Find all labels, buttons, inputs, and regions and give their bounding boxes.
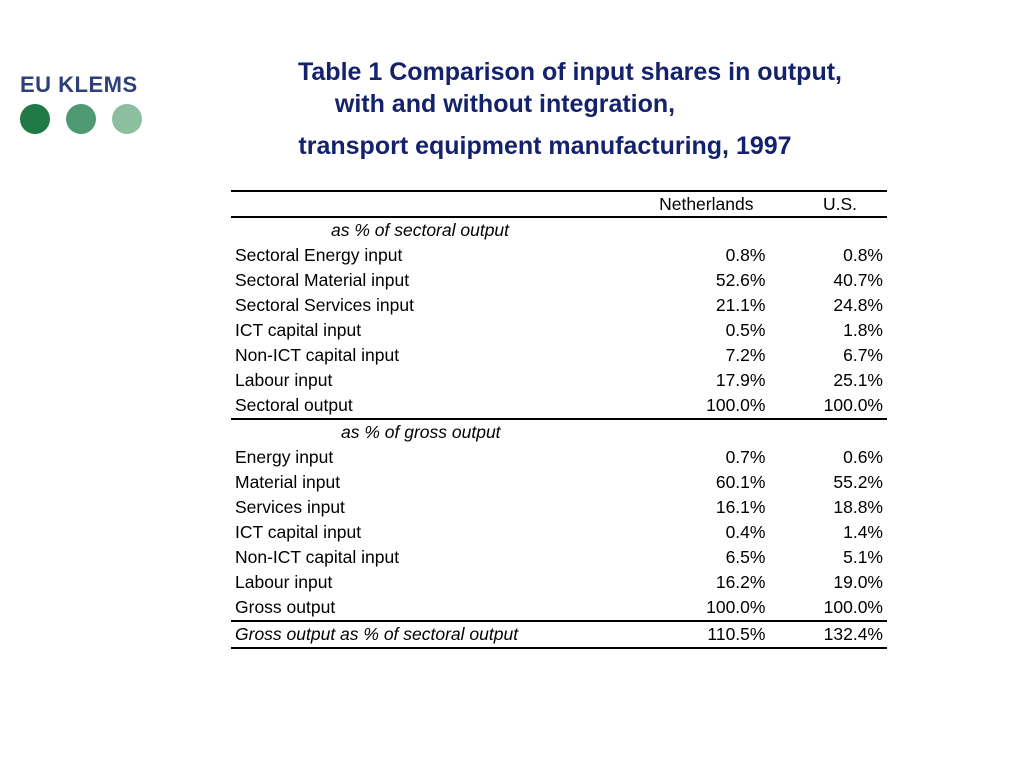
table-row: Gross output 100.0% 100.0% — [231, 595, 887, 622]
table-row: Material input 60.1% 55.2% — [231, 470, 887, 495]
row-label: Energy input — [235, 447, 334, 467]
table-row: ICT capital input 0.5% 1.8% — [231, 318, 887, 343]
logo-dot-3 — [112, 104, 142, 134]
row-label: Non-ICT capital input — [235, 345, 400, 365]
table-row: Labour input 17.9% 25.1% — [231, 368, 887, 393]
row-label: Sectoral Energy input — [235, 245, 403, 265]
header-blank — [231, 190, 613, 218]
final-value-us: 132.4% — [769, 621, 887, 649]
row-value-us: 5.1% — [843, 547, 883, 567]
table-row: Sectoral Material input 52.6% 40.7% — [231, 268, 887, 293]
row-value-netherlands: 60.1% — [715, 472, 766, 492]
slide-title: Table 1 Comparison of input shares in ou… — [230, 56, 910, 162]
row-value-us: 19.0% — [833, 572, 883, 592]
header-netherlands: Netherlands — [612, 190, 770, 218]
row-label: Non-ICT capital input — [235, 547, 400, 567]
row-label: ICT capital input — [235, 320, 362, 340]
row-label: Sectoral Material input — [235, 270, 410, 290]
row-value-us: 6.7% — [843, 345, 883, 365]
table-row: Sectoral Services input 21.1% 24.8% — [231, 293, 887, 318]
table-row: Non-ICT capital input 7.2% 6.7% — [231, 343, 887, 368]
row-value-us: 40.7% — [833, 270, 883, 290]
row-value-netherlands: 0.4% — [725, 522, 766, 542]
title-line-3: transport equipment manufacturing, 1997 — [298, 132, 792, 160]
logo-dot-2 — [66, 104, 96, 134]
row-value-us: 1.8% — [843, 320, 883, 340]
section1-title: as % of sectoral output — [331, 220, 510, 240]
row-value-netherlands: 21.1% — [715, 295, 766, 315]
row-value-us: 0.8% — [843, 245, 883, 265]
final-label: Gross output as % of sectoral output — [231, 621, 613, 649]
row-label: ICT capital input — [235, 522, 362, 542]
row-label: Sectoral output — [231, 393, 613, 420]
section1-title-row: as % of sectoral output — [231, 217, 887, 243]
row-label: Gross output — [231, 595, 613, 622]
row-value-us: 1.4% — [843, 522, 883, 542]
row-value-us: 100.0% — [769, 595, 887, 622]
table-row: Sectoral Energy input 0.8% 0.8% — [231, 243, 887, 268]
table-header-row: Netherlands U.S. — [231, 190, 887, 218]
row-value-netherlands: 7.2% — [725, 345, 766, 365]
table-row: Services input 16.1% 18.8% — [231, 495, 887, 520]
row-value-netherlands: 52.6% — [715, 270, 766, 290]
final-row: Gross output as % of sectoral output 110.… — [231, 621, 887, 649]
row-value-netherlands: 100.0% — [612, 595, 770, 622]
row-value-us: 24.8% — [833, 295, 883, 315]
table-row: Non-ICT capital input 6.5% 5.1% — [231, 545, 887, 570]
table-row: ICT capital input 0.4% 1.4% — [231, 520, 887, 545]
row-value-us: 55.2% — [833, 472, 883, 492]
title-line-1: Table 1 Comparison of input shares in ou… — [297, 58, 842, 86]
row-value-netherlands: 0.5% — [725, 320, 766, 340]
header-us: U.S. — [769, 190, 887, 218]
final-value-netherlands: 110.5% — [612, 621, 770, 649]
table-row: Energy input 0.7% 0.6% — [231, 445, 887, 470]
section2-title: as % of gross output — [341, 422, 501, 442]
row-value-us: 0.6% — [843, 447, 883, 467]
row-value-netherlands: 100.0% — [612, 393, 770, 420]
row-value-netherlands: 17.9% — [715, 370, 766, 390]
logo-dot-1 — [20, 104, 50, 134]
row-label: Services input — [235, 497, 345, 517]
row-value-us: 18.8% — [833, 497, 883, 517]
input-shares-table: Netherlands U.S. as % of sectoral output… — [231, 190, 887, 649]
row-value-netherlands: 0.8% — [725, 245, 766, 265]
row-value-netherlands: 16.1% — [715, 497, 766, 517]
logo-text: EU KLEMS — [20, 72, 138, 97]
row-value-us: 100.0% — [769, 393, 887, 420]
table-body: Netherlands U.S. as % of sectoral output… — [231, 190, 887, 649]
row-value-netherlands: 6.5% — [725, 547, 766, 567]
table-row: Sectoral output 100.0% 100.0% — [231, 393, 887, 420]
eu-klems-logo: EU KLEMS — [18, 72, 148, 134]
row-label: Material input — [235, 472, 341, 492]
row-value-netherlands: 16.2% — [715, 572, 766, 592]
title-line-2: with and without integration, — [334, 90, 676, 118]
row-label: Sectoral Services input — [235, 295, 414, 315]
row-label: Labour input — [235, 370, 333, 390]
section2-title-row: as % of gross output — [231, 419, 887, 445]
logo-dots — [20, 104, 148, 134]
row-value-netherlands: 0.7% — [725, 447, 766, 467]
table-row: Labour input 16.2% 19.0% — [231, 570, 887, 595]
row-label: Labour input — [235, 572, 333, 592]
row-value-us: 25.1% — [833, 370, 883, 390]
